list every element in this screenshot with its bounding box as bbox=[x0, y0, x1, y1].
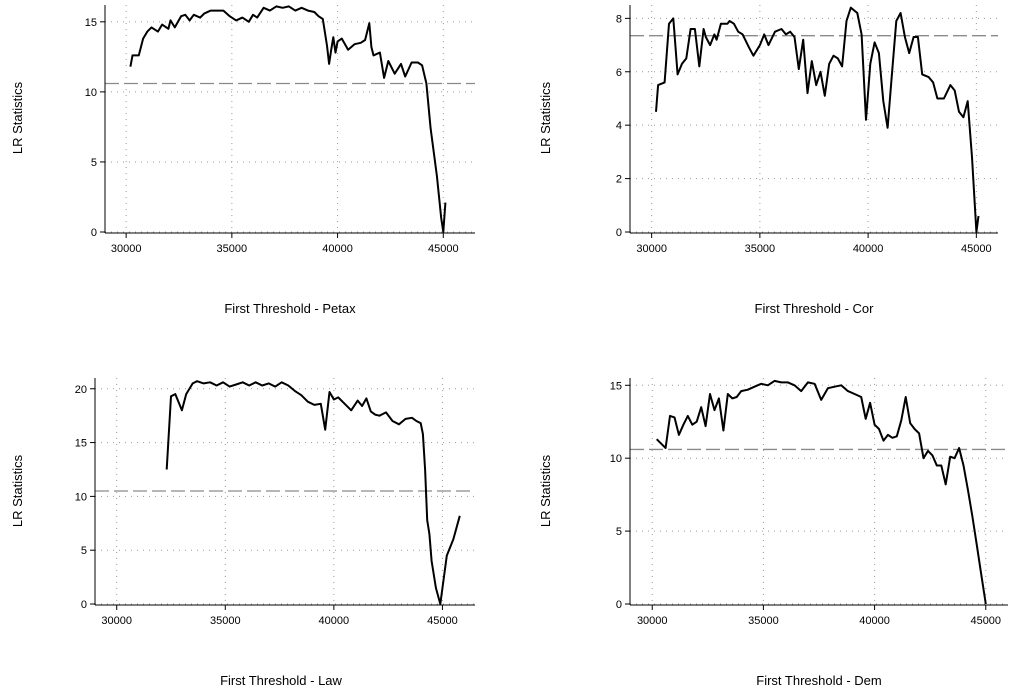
x-tick-label-0: 30000 bbox=[636, 243, 667, 255]
x-axis-title: First Threshold - Law bbox=[220, 673, 342, 688]
y-tick-label-0: 0 bbox=[91, 227, 97, 239]
y-tick-label-1: 2 bbox=[616, 174, 622, 186]
series-line-0 bbox=[129, 5, 447, 233]
x-tick-label-2: 40000 bbox=[853, 243, 884, 255]
x-tick-label-0: 30000 bbox=[637, 615, 668, 627]
x-tick-label-0: 30000 bbox=[101, 615, 132, 627]
y-tick-label-4: 8 bbox=[616, 13, 622, 25]
panel-cor: LR Statistics First Threshold - Cor 0 2 4 6… bbox=[538, 5, 998, 316]
y-tick-label-1: 5 bbox=[91, 157, 97, 169]
y-tick-label-4: 20 bbox=[75, 384, 87, 396]
x-tick-label-2: 40000 bbox=[319, 615, 350, 627]
y-axis-title: LR Statistics bbox=[10, 454, 25, 527]
x-tick-label-1: 35000 bbox=[217, 243, 248, 255]
y-tick-label-0: 0 bbox=[81, 599, 87, 611]
x-tick-label-0: 30000 bbox=[111, 243, 142, 255]
x-tick-label-3: 45000 bbox=[427, 615, 458, 627]
y-tick-label-3: 15 bbox=[85, 17, 97, 29]
y-tick-label-3: 15 bbox=[610, 380, 622, 392]
y-tick-label-0: 0 bbox=[616, 227, 622, 239]
x-tick-label-1: 35000 bbox=[745, 243, 776, 255]
x-axis-title: First Threshold - Dem bbox=[756, 673, 881, 688]
x-tick-label-1: 35000 bbox=[748, 615, 779, 627]
series-line-0 bbox=[165, 380, 461, 605]
series-line-0 bbox=[655, 379, 987, 605]
y-tick-label-2: 4 bbox=[616, 120, 622, 132]
y-tick-label-2: 10 bbox=[610, 453, 622, 465]
x-tick-label-1: 35000 bbox=[210, 615, 241, 627]
x-axis-title: First Threshold - Petax bbox=[224, 301, 356, 316]
y-tick-label-2: 10 bbox=[75, 491, 87, 503]
y-axis-title: LR Statistics bbox=[538, 81, 553, 154]
x-axis-title: First Threshold - Cor bbox=[755, 301, 875, 316]
x-tick-label-2: 40000 bbox=[859, 615, 890, 627]
panel-law: LR Statistics First Threshold - Law 0 5 10… bbox=[10, 378, 475, 688]
y-tick-label-3: 15 bbox=[75, 438, 87, 450]
x-tick-label-3: 45000 bbox=[428, 243, 459, 255]
x-tick-label-2: 40000 bbox=[322, 243, 353, 255]
x-tick-label-3: 45000 bbox=[961, 243, 992, 255]
panel-petax: LR Statistics First Threshold - Petax 0 5… bbox=[10, 5, 475, 316]
panel-dem: LR Statistics First Threshold - Dem 0 5 10… bbox=[538, 378, 1008, 688]
y-tick-label-1: 5 bbox=[81, 545, 87, 557]
y-tick-label-1: 5 bbox=[616, 526, 622, 538]
series-line-0 bbox=[655, 6, 980, 233]
y-axis-title: LR Statistics bbox=[538, 454, 553, 527]
y-tick-label-3: 6 bbox=[616, 67, 622, 79]
y-tick-label-2: 10 bbox=[85, 87, 97, 99]
y-axis-title: LR Statistics bbox=[10, 81, 25, 154]
x-tick-label-3: 45000 bbox=[970, 615, 1001, 627]
y-tick-label-0: 0 bbox=[616, 599, 622, 611]
